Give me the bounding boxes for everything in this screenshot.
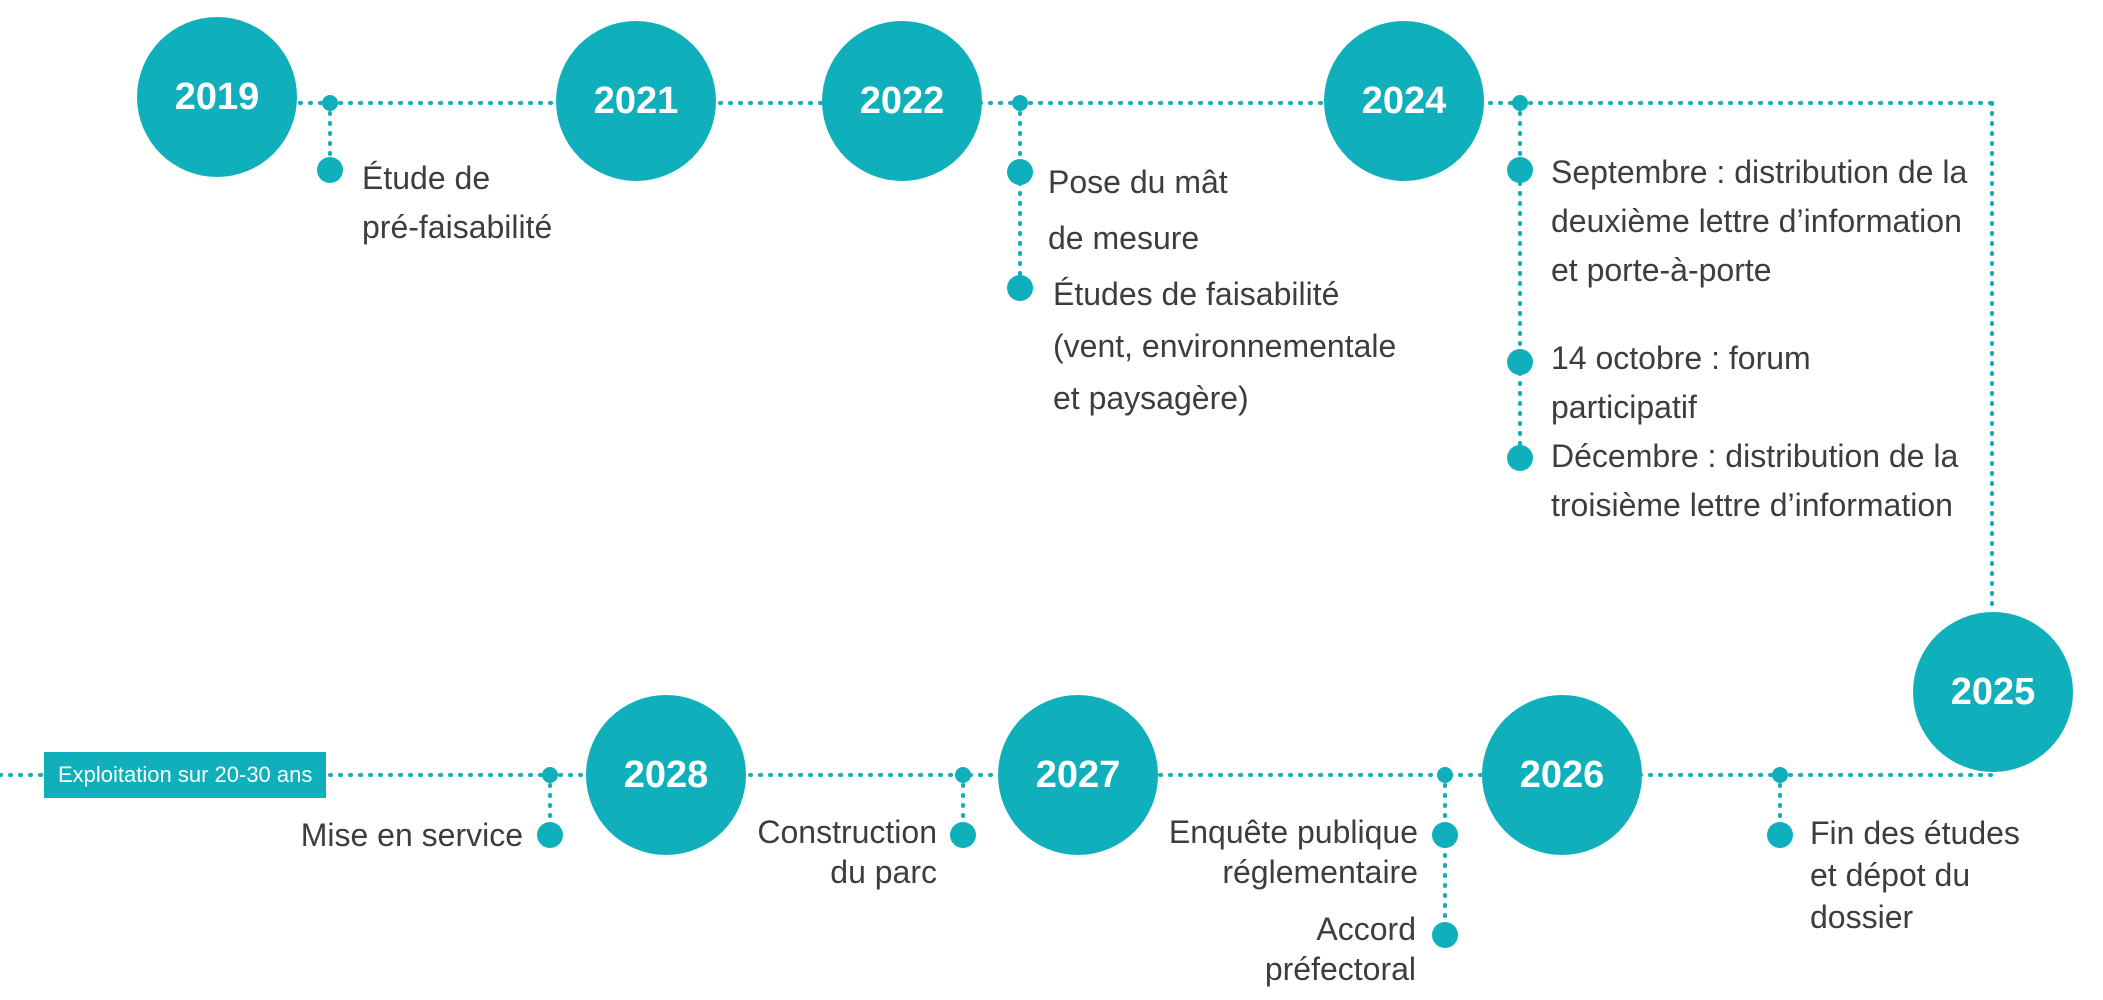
event-octobre: 14 octobre : forum participatif (1551, 340, 1811, 425)
year-2028: 2028 (586, 695, 746, 855)
event-dot (1007, 159, 1033, 185)
event-accord: Accord préfectoral (1264, 911, 1416, 987)
event-dot (1767, 822, 1793, 848)
event-dot (317, 157, 343, 183)
year-2024: 2024 (1324, 21, 1484, 181)
year-2026: 2026 (1482, 695, 1642, 855)
year-2022: 2022 (822, 21, 982, 181)
event-dot (1507, 349, 1533, 375)
event-etude-prefaisabilite: Étude de pré-faisabilité (362, 160, 553, 245)
event-pose-mat: Pose du mât de mesure (1048, 164, 1228, 256)
event-dot (1007, 275, 1033, 301)
event-construction: Construction du parc (757, 814, 937, 890)
event-decembre: Décembre : distribution de la troisième … (1551, 438, 1959, 523)
year-2019: 2019 (137, 17, 297, 177)
event-dot (1507, 157, 1533, 183)
event-septembre: Septembre : distribution de la deuxième … (1551, 154, 1968, 288)
event-etudes-faisabilite: Études de faisabilité (vent, environneme… (1053, 276, 1397, 416)
event-dot (1432, 922, 1458, 948)
event-dot (950, 822, 976, 848)
event-dot (537, 822, 563, 848)
junction-dot (1512, 95, 1528, 111)
event-dot (1507, 445, 1533, 471)
event-dot (1432, 822, 1458, 848)
junction-dot (1772, 767, 1788, 783)
event-mise-en-service: Mise en service (300, 817, 523, 853)
event-enquete: Enquête publique réglementaire (1168, 814, 1418, 890)
junction-dot (1012, 95, 1028, 111)
junction-dot (1437, 767, 1453, 783)
junction-dot (542, 767, 558, 783)
junction-dot (322, 95, 338, 111)
year-2027: 2027 (998, 695, 1158, 855)
event-fin-etudes: Fin des études et dépot du dossier (1810, 815, 2020, 935)
exploitation-tag: Exploitation sur 20-30 ans (44, 752, 327, 798)
junction-dot (955, 767, 971, 783)
year-2021: 2021 (556, 21, 716, 181)
year-2025: 2025 (1913, 612, 2073, 772)
